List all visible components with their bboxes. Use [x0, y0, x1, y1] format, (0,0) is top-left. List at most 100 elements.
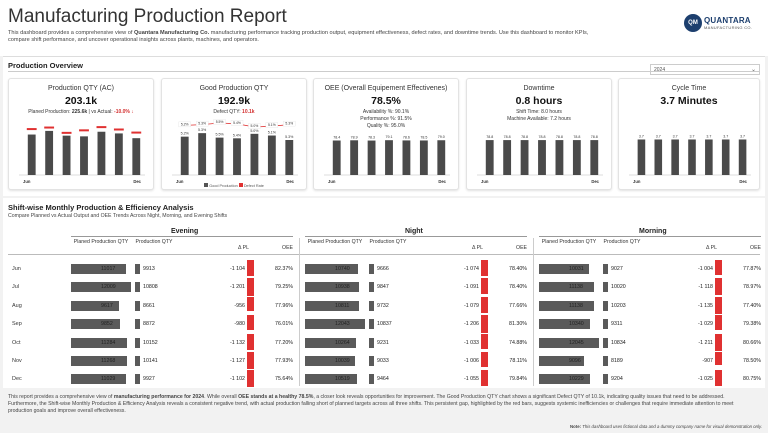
planned-value: 10264 [335, 339, 350, 346]
planned-value: 10039 [335, 358, 350, 364]
delta-value: -1 104 [229, 266, 245, 272]
section-title: Production Overview [8, 61, 84, 70]
delta-bar [715, 352, 722, 366]
column-header-oee: OEE [282, 245, 293, 251]
kpi-availability: Availability %: 90.1% [362, 109, 410, 115]
oee-value: 76.01% [275, 321, 293, 328]
kpi-machine-available: Machine Available: 7.2 hours [507, 116, 571, 122]
data-label: 78.5 [420, 135, 427, 139]
group-underline [539, 236, 761, 237]
kpi-shift-time: Shift Time: 8.0 hours [516, 109, 562, 115]
planned-marker [61, 131, 72, 134]
planned-value: 10938 [335, 284, 350, 291]
bar [267, 135, 276, 175]
oee-value: 75.64% [275, 376, 293, 383]
oee-value: 80.75% [743, 376, 761, 383]
planned-value: 11268 [101, 358, 116, 364]
column-header-production: Production QTY [603, 239, 641, 245]
planned-value: 9096 [569, 358, 581, 364]
oee-value: 79.38% [743, 321, 761, 328]
column-header-production: Production QTY [135, 239, 173, 245]
kpi-card-good-production[interactable]: 5.2% 5.3% 5.5% 5.4% 5.0% 5.1% 5.3% 5.2% 5.3% 5.5%… [161, 78, 307, 190]
data-label: 3.7 [723, 134, 728, 138]
data-label: 5.0% [250, 129, 259, 133]
delta-value: -1 127 [229, 358, 245, 364]
bar [97, 131, 106, 175]
delta-bar [715, 260, 722, 275]
logo-name: QUANTARA [704, 16, 751, 25]
production-bar [135, 282, 140, 293]
delta-value: -956 [234, 302, 245, 309]
oee-value: 74.88% [509, 339, 527, 346]
bar [637, 139, 646, 175]
column-header-planned: Planed Production QTY [73, 239, 129, 245]
month-label: Sep [12, 321, 22, 328]
data-label: 3.7 [706, 134, 711, 138]
bar [721, 139, 730, 175]
production-bar [603, 337, 608, 348]
year-filter-value: 2024 [654, 67, 666, 73]
kpi-sub-label: Planed Production: [28, 109, 72, 115]
delta-value: -1 029 [697, 321, 713, 328]
delta-value: -1 079 [463, 302, 479, 309]
bar [215, 137, 224, 175]
planned-value: 10740 [335, 266, 350, 272]
note-label: Note: [570, 424, 582, 429]
page-description: This dashboard provides a comprehensive … [8, 30, 608, 44]
production-bar [369, 319, 374, 330]
data-label: 3.7 [639, 134, 644, 138]
delta-bar [715, 296, 722, 314]
bar [114, 133, 123, 175]
bar [132, 138, 141, 175]
oee-value: 79.25% [275, 284, 293, 291]
planned-bar [539, 319, 591, 330]
group-separator [533, 238, 534, 386]
kpi-card-downtime[interactable]: 78.8 78.8 78.8 78.8 78.8 78.8 78.8 Jun Dec Downt… [466, 78, 612, 190]
column-header-planned: Planed Production QTY [541, 239, 597, 245]
planned-marker [44, 126, 55, 129]
kpi-title: Production QTY (AC) [47, 85, 114, 92]
bar [367, 140, 376, 175]
shift-analysis-table: Shift-wise Monthly Production & Efficien… [3, 198, 765, 388]
bar [233, 138, 241, 175]
month-label: Oct [12, 339, 21, 346]
planned-value: 10811 [335, 302, 350, 309]
planned-value: 10031 [569, 266, 584, 272]
data-label: 79.0 [438, 135, 445, 139]
production-bar [369, 282, 374, 293]
kpi-card-production-qty[interactable]: Jun Dec Production QTY (AC) 203.1k Planed… [8, 78, 154, 190]
kpi-card-cycle-time[interactable]: 3.7 3.7 3.7 3.7 3.7 3.7 3.7 Jun Dec Cycle Time 3… [618, 78, 760, 190]
kpi-card-oee[interactable]: 78.4 78.9 78.3 79.1 78.6 78.5 79.0 Jun Dec OEE (… [313, 78, 459, 190]
kpi-sub-variance: -10.0% [114, 109, 130, 115]
production-bar [135, 356, 140, 366]
production-bar [603, 300, 608, 311]
oee-value: 77.96% [275, 302, 293, 309]
axis-start-label: Jun [176, 179, 184, 184]
planned-bar [305, 264, 359, 274]
note-text: This dashboard uses fictional data and a… [581, 424, 762, 429]
year-filter-dropdown[interactable]: 2024 ⌄ [650, 64, 760, 75]
legend-swatch-good [204, 183, 209, 187]
kpi-title: Cycle Time [671, 85, 707, 92]
delta-bar [481, 352, 488, 367]
data-label: 79.1 [386, 135, 393, 139]
kpi-sub-mid: | vs Actual: [87, 109, 115, 115]
production-bar [135, 374, 140, 385]
production-bar [603, 264, 608, 274]
kpi-sub-label: Defect QTY: [213, 109, 243, 115]
production-value: 9204 [611, 376, 623, 383]
data-label: 5.3% [285, 135, 294, 139]
production-value: 9231 [377, 339, 389, 346]
planned-bar [305, 374, 358, 385]
production-value: 10152 [143, 339, 158, 346]
data-label: 3.7 [690, 134, 695, 138]
column-header-delta: Δ PL [472, 245, 483, 251]
axis-end-label: Dec [438, 179, 446, 184]
delta-value: -1 006 [463, 358, 479, 364]
planned-value: 10229 [569, 376, 584, 383]
production-value: 9913 [143, 266, 155, 272]
kpi-sub-planned: 225.6k [71, 109, 88, 115]
month-label: Jun [12, 266, 21, 272]
column-header-oee: OEE [516, 245, 527, 251]
section-subtitle: Compare Planned vs Actual Output and OEE… [8, 213, 228, 219]
